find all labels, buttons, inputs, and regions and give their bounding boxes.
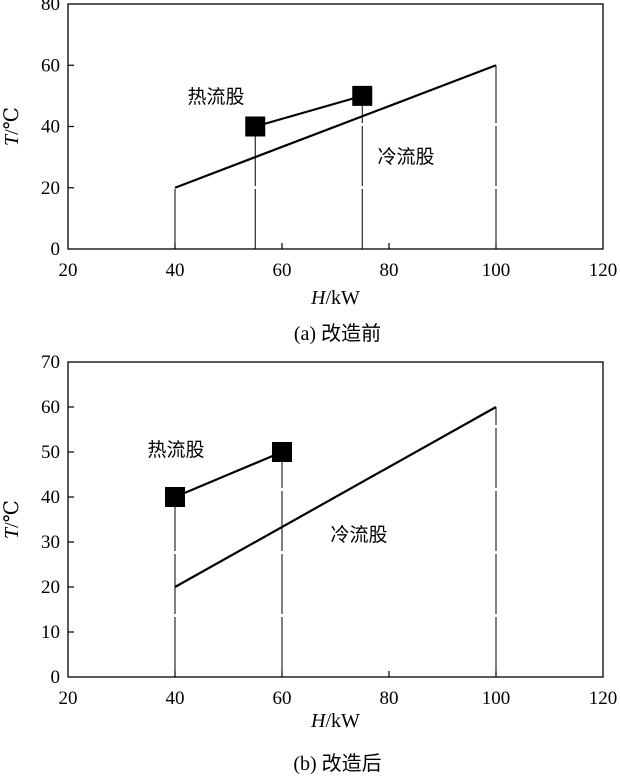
y-tick-label: 0 [51, 239, 61, 260]
hot-stream-point [272, 442, 292, 462]
x-tick-label: 120 [589, 260, 618, 281]
y-tick-label: 20 [41, 577, 60, 598]
cold-stream-label: 冷流股 [330, 524, 387, 546]
y-tick-label: 10 [41, 622, 60, 643]
hot-stream-label: 热流股 [147, 439, 204, 461]
chart-a: 20 40 60 80 100 120020406080热流股冷流股H/kWT/℃(a) … [1, 0, 617, 345]
x-axis-variable: H [310, 287, 327, 309]
x-tick-label: 80 [380, 688, 399, 709]
x-tick-label: 40 [166, 260, 185, 281]
x-axis-unit: /kW [326, 287, 361, 309]
x-tick-label: 100 [482, 688, 511, 709]
x-tick-label: 120 [589, 688, 618, 709]
x-tick-label: 80 [380, 260, 399, 281]
x-tick-label: 20 [59, 688, 78, 709]
x-tick-label: 100 [482, 260, 511, 281]
y-axis-unit: /℃ [1, 500, 23, 528]
x-tick-label: 60 [273, 688, 292, 709]
x-tick-label: 20 [59, 260, 78, 281]
y-axis-variable: T [1, 133, 23, 146]
y-tick-label: 70 [41, 352, 60, 373]
hot-stream-point [352, 85, 373, 106]
x-tick-label: 40 [166, 688, 185, 709]
y-axis-title: T/℃ [1, 500, 23, 539]
plot-frame [67, 361, 604, 678]
y-axis-variable: T [1, 526, 23, 539]
cold-stream-line [174, 406, 497, 588]
y-tick-label: 60 [41, 55, 60, 76]
y-tick-label: 40 [41, 487, 60, 508]
hot-stream-label: 热流股 [187, 86, 244, 108]
x-axis-unit: /kW [326, 710, 361, 732]
figure-caption: (a) 改造前 [294, 322, 381, 345]
y-tick-label: 60 [41, 397, 60, 418]
x-tick-label: 60 [273, 260, 292, 281]
hot-stream-point [165, 487, 185, 507]
x-axis-title: H/kW [310, 710, 360, 732]
hot-stream-line [174, 450, 283, 499]
figure-caption: (b) 改造后 [293, 752, 381, 775]
hot-stream-point [245, 116, 266, 137]
y-tick-label: 50 [41, 442, 60, 463]
x-axis-title: H/kW [310, 287, 360, 309]
y-tick-label: 30 [41, 532, 60, 553]
hot-stream-line [254, 94, 363, 128]
y-tick-label: 20 [41, 178, 60, 199]
cold-stream-label: 冷流股 [377, 146, 434, 168]
y-tick-label: 80 [41, 0, 60, 15]
cold-stream-line [174, 64, 497, 189]
y-tick-label: 0 [51, 667, 61, 688]
y-tick-label: 40 [41, 117, 60, 138]
y-axis-title: T/℃ [1, 107, 23, 146]
x-axis-variable: H [310, 710, 327, 732]
y-axis-unit: /℃ [1, 107, 23, 135]
